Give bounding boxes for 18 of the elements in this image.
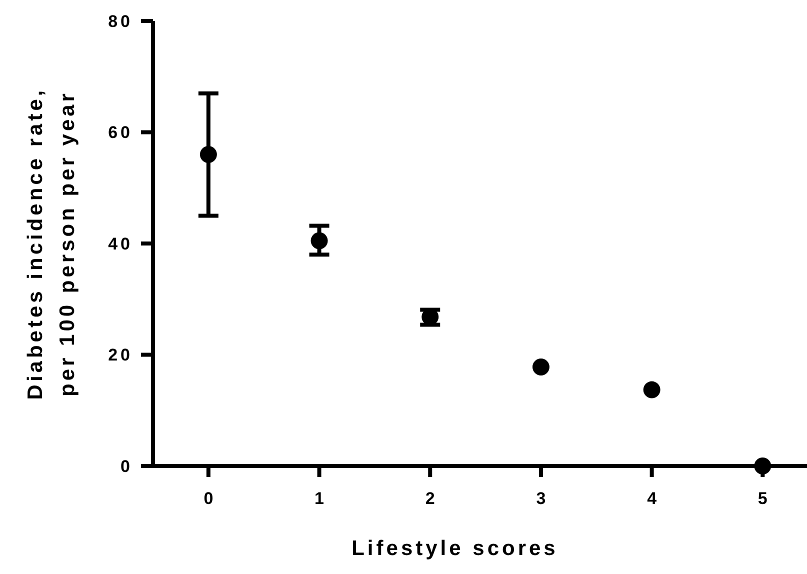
y-axis-title: Diabetes incidence rate, per 100 person per year xyxy=(24,87,79,400)
x-tick-label: 0 xyxy=(204,489,214,508)
y-tick-label: 0 xyxy=(120,456,133,476)
y-tick-label: 80 xyxy=(108,12,133,31)
x-tick-label: 2 xyxy=(425,489,435,508)
x-tick-label: 1 xyxy=(314,489,324,508)
point xyxy=(200,146,217,163)
x-tick-label: 4 xyxy=(647,489,658,508)
x-tick-label: 3 xyxy=(536,489,546,508)
x-axis-title: Lifestyle scores xyxy=(352,537,558,560)
point xyxy=(643,381,660,398)
point xyxy=(310,232,328,250)
y-tick-label: 40 xyxy=(108,234,133,254)
point xyxy=(532,358,550,376)
point xyxy=(754,458,772,474)
y-tick-label: 60 xyxy=(108,123,133,142)
x-tick-label: 5 xyxy=(758,489,768,508)
y-tick-label: 20 xyxy=(108,346,133,365)
